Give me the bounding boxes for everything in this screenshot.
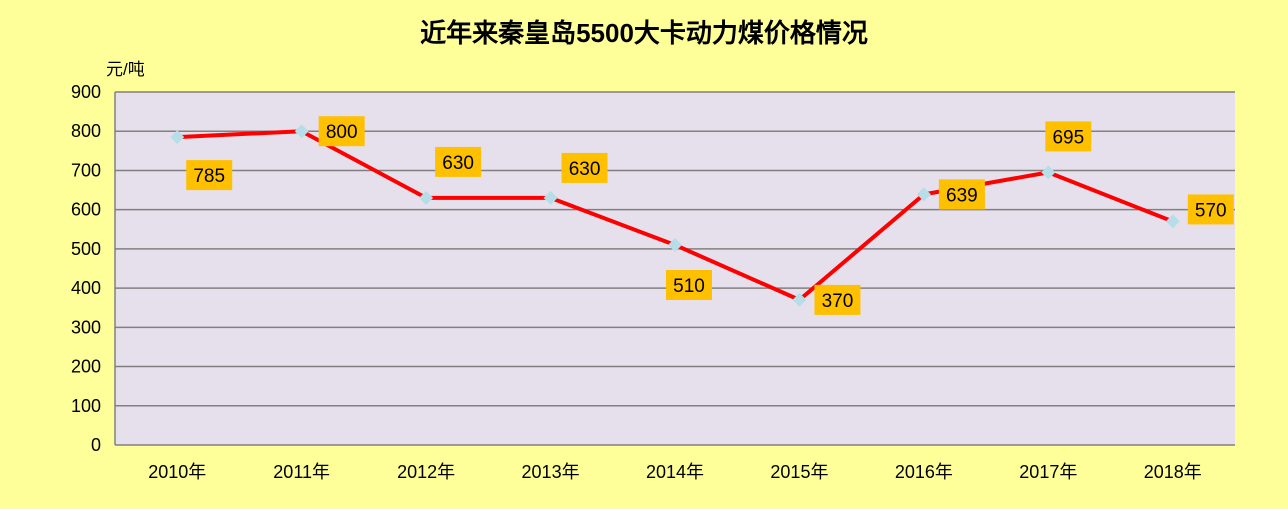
data-label-box [938, 179, 985, 210]
data-point-marker [1165, 214, 1180, 229]
data-label: 800 [326, 122, 358, 143]
x-tick-label: 2018年 [1144, 462, 1202, 482]
data-point-marker [1041, 165, 1056, 180]
data-label-box [318, 116, 365, 147]
x-tick-label: 2016年 [895, 462, 953, 482]
data-label: 570 [1195, 200, 1227, 221]
data-point-marker [419, 190, 434, 205]
data-point-marker [170, 130, 185, 145]
data-point-marker [543, 190, 558, 205]
data-label-box [1187, 194, 1234, 225]
y-tick-label: 400 [71, 278, 101, 298]
y-tick-label: 0 [91, 435, 101, 455]
y-tick-label: 300 [71, 317, 101, 337]
data-label: 695 [1052, 127, 1084, 148]
data-label: 785 [193, 166, 225, 187]
y-tick-label: 500 [71, 239, 101, 259]
x-tick-label: 2010年 [148, 462, 206, 482]
data-label: 510 [673, 276, 705, 297]
y-tick-label: 700 [71, 160, 101, 180]
data-label: 630 [569, 159, 601, 180]
data-label: 630 [442, 153, 474, 174]
data-label-box [666, 269, 712, 300]
x-tick-label: 2015年 [770, 462, 828, 482]
x-tick-label: 2011年 [273, 462, 330, 482]
data-point-marker [294, 124, 309, 139]
y-tick-label: 900 [71, 82, 101, 102]
chart-title: 近年来秦皇岛5500大卡动力煤价格情况 [420, 18, 868, 48]
data-point-marker [668, 237, 682, 252]
data-label: 639 [946, 185, 978, 206]
data-label-box [435, 146, 482, 177]
x-tick-label: 2013年 [522, 462, 580, 482]
y-tick-label: 600 [71, 200, 101, 220]
y-tick-label: 200 [71, 357, 101, 377]
data-label-box [561, 152, 608, 183]
data-label: 370 [822, 291, 854, 312]
data-label-box [186, 160, 233, 191]
data-point-marker [792, 292, 807, 307]
y-tick-label: 800 [71, 121, 101, 141]
data-label-box [814, 284, 861, 315]
data-point-marker [916, 187, 931, 202]
data-label-box [1045, 121, 1092, 152]
y-tick-label: 100 [71, 396, 101, 416]
x-tick-label: 2014年 [646, 462, 704, 482]
y-axis-label: 元/吨 [106, 60, 145, 79]
x-tick-label: 2017年 [1019, 462, 1077, 482]
x-tick-label: 2012年 [397, 462, 455, 482]
